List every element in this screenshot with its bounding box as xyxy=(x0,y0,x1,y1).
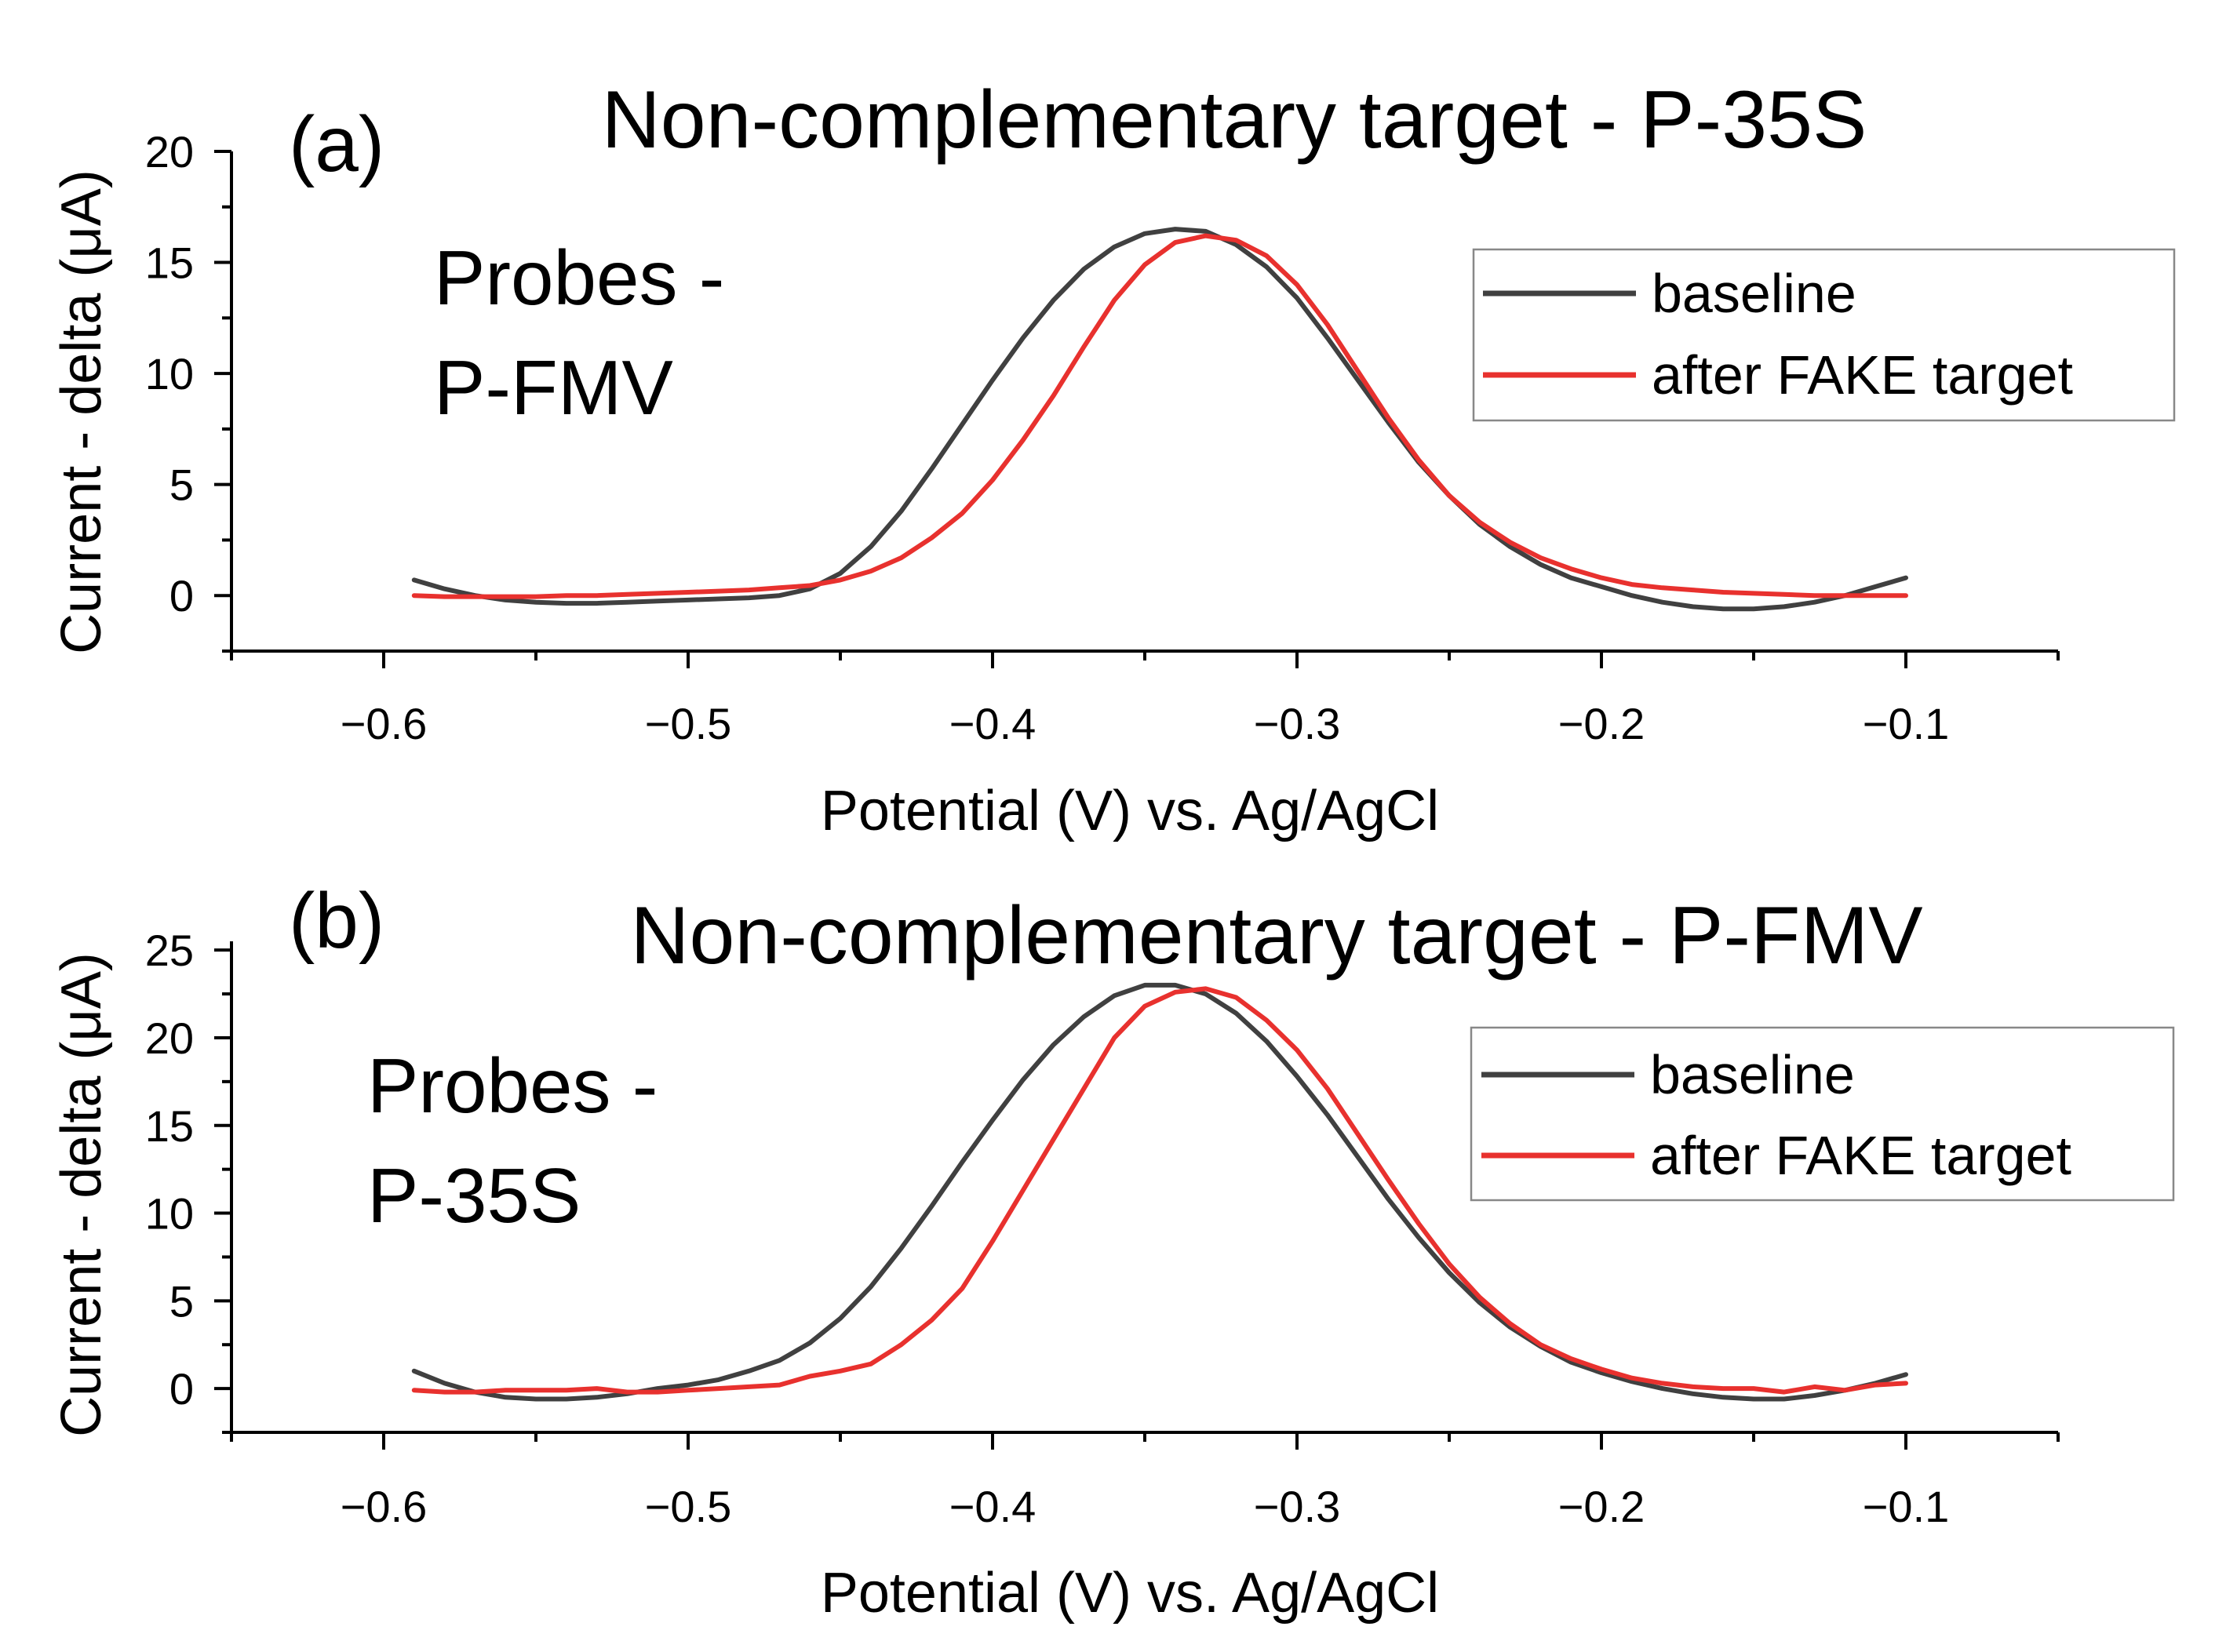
legend-label-baseline: baseline xyxy=(1650,1044,1855,1105)
x-tick-label: −0.2 xyxy=(1558,699,1645,748)
legend-label-baseline: baseline xyxy=(1652,263,1856,324)
x-tick-label: −0.2 xyxy=(1558,1482,1645,1531)
panel-a: (a) Non-complementary target - P-35S Pro… xyxy=(50,75,2176,842)
x-tick-label: −0.4 xyxy=(949,1482,1036,1531)
series-line-after-fake-target xyxy=(411,986,1908,1395)
panel-title: Non-complementary target - P-FMV xyxy=(630,890,1922,981)
y-axis-title: Current - delta (μA) xyxy=(50,169,113,654)
y-tick-label: 5 xyxy=(169,1276,194,1326)
y-tick-label: 0 xyxy=(169,571,194,620)
series-group xyxy=(411,982,1908,1402)
x-tick-label: −0.6 xyxy=(341,699,428,748)
legend-box xyxy=(1472,248,2176,422)
probe-annotation-line-2: P-FMV xyxy=(434,344,673,431)
x-tick-label: −0.1 xyxy=(1863,1482,1950,1531)
y-tick-label: 20 xyxy=(145,127,194,176)
x-tick-label: −0.5 xyxy=(645,699,732,748)
series-line-after-fake-target xyxy=(411,233,1908,599)
panel-title: Non-complementary target - P-35S xyxy=(602,75,1867,166)
probe-annotation-line-1: Probes - xyxy=(367,1043,658,1129)
x-tick-label: −0.5 xyxy=(645,1482,732,1531)
legend-label-after-fake-target: after FAKE target xyxy=(1652,344,2073,406)
panel-b: (b) Non-complementary target - P-FMV Pro… xyxy=(50,877,2175,1625)
probe-annotation-line-2: P-35S xyxy=(367,1152,581,1239)
x-tick-label: −0.1 xyxy=(1863,699,1950,748)
series-line-baseline xyxy=(411,227,1908,612)
tick-group: −0.6 −0.5 −0.4 −0.3 −0.2 −0.1 0 5 10 15 20 25 xyxy=(145,926,2060,1531)
y-tick-label: 0 xyxy=(169,1364,194,1414)
x-tick-label: −0.6 xyxy=(341,1482,428,1531)
y-tick-label: 15 xyxy=(145,1101,194,1151)
x-axis-title: Potential (V) vs. Ag/AgCl xyxy=(821,1562,1439,1625)
x-tick-label: −0.3 xyxy=(1254,699,1341,748)
series-line-baseline xyxy=(411,982,1908,1402)
y-axis-title-wrapper: Current - delta (μA) xyxy=(50,952,113,1437)
y-tick-label: 15 xyxy=(145,238,194,288)
legend-label-after-fake-target: after FAKE target xyxy=(1650,1125,2071,1186)
y-tick-label: 25 xyxy=(145,926,194,975)
y-tick-label: 20 xyxy=(145,1013,194,1063)
y-axis-title-wrapper: Current - delta (μA) xyxy=(50,169,113,654)
legend: baseline after FAKE target xyxy=(1472,248,2176,422)
panel-label: (b) xyxy=(289,877,384,965)
y-axis-title: Current - delta (μA) xyxy=(50,952,113,1437)
y-tick-label: 10 xyxy=(145,1189,194,1239)
legend: baseline after FAKE target xyxy=(1470,1026,2175,1202)
x-tick-label: −0.3 xyxy=(1254,1482,1341,1531)
panel-label: (a) xyxy=(289,100,384,188)
tick-group: −0.6 −0.5 −0.4 −0.3 −0.2 −0.1 0 5 10 15 20 xyxy=(145,127,2060,748)
x-axis-title: Potential (V) vs. Ag/AgCl xyxy=(821,780,1439,842)
y-tick-label: 5 xyxy=(169,460,194,510)
probe-annotation-line-1: Probes - xyxy=(434,235,724,321)
x-tick-label: −0.4 xyxy=(949,699,1036,748)
series-group xyxy=(411,227,1908,612)
y-tick-label: 10 xyxy=(145,349,194,398)
legend-box xyxy=(1470,1026,2175,1202)
